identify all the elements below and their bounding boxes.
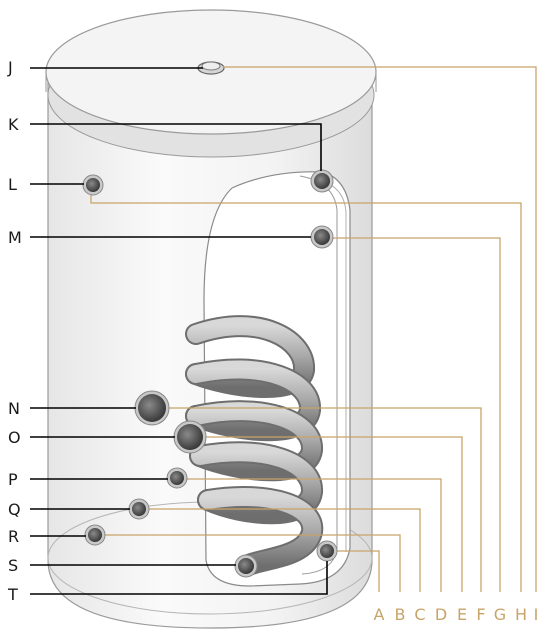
- leader-K: [30, 123, 322, 171]
- port-N: [134, 390, 170, 426]
- port-O: [173, 420, 207, 454]
- leader-C: [140, 508, 421, 592]
- label-G: G: [494, 605, 506, 624]
- label-O: O: [8, 428, 21, 447]
- leader-F: [154, 407, 482, 592]
- port-P: [166, 467, 188, 489]
- label-B: B: [395, 605, 406, 624]
- label-F: F: [476, 605, 485, 624]
- leader-T: [30, 561, 328, 595]
- label-S: S: [8, 556, 18, 575]
- port-R: [84, 524, 106, 546]
- bottom-labels: A B C D E F G H I: [374, 605, 539, 624]
- label-C: C: [414, 605, 425, 624]
- label-H: H: [515, 605, 527, 624]
- port-T: [316, 540, 338, 562]
- label-L: L: [8, 175, 17, 194]
- label-N: N: [8, 399, 20, 418]
- label-E: E: [457, 605, 467, 624]
- heating-coil: [185, 315, 324, 577]
- leader-D: [177, 478, 442, 592]
- port-S: [234, 554, 258, 578]
- leader-I: [223, 66, 537, 592]
- label-D: D: [435, 605, 447, 624]
- leader-B: [95, 534, 401, 592]
- label-M: M: [8, 228, 22, 247]
- label-I: I: [534, 605, 539, 624]
- label-R: R: [8, 527, 19, 546]
- label-P: P: [8, 470, 18, 489]
- label-T: T: [7, 585, 18, 604]
- tank-lid: [45, 9, 377, 158]
- label-J: J: [7, 58, 13, 77]
- port-Q: [128, 498, 150, 520]
- label-A: A: [374, 605, 385, 624]
- black-leader-lines: [30, 67, 328, 595]
- leader-E: [190, 436, 463, 592]
- port-K: [310, 169, 334, 193]
- leader-G: [322, 237, 501, 592]
- port-M: [310, 225, 334, 249]
- ports: [82, 169, 338, 578]
- left-labels: J K L M N O P Q R S T: [7, 58, 22, 604]
- label-K: K: [8, 115, 19, 134]
- leader-A: [327, 550, 380, 592]
- port-L: [82, 174, 104, 196]
- label-Q: Q: [8, 500, 21, 519]
